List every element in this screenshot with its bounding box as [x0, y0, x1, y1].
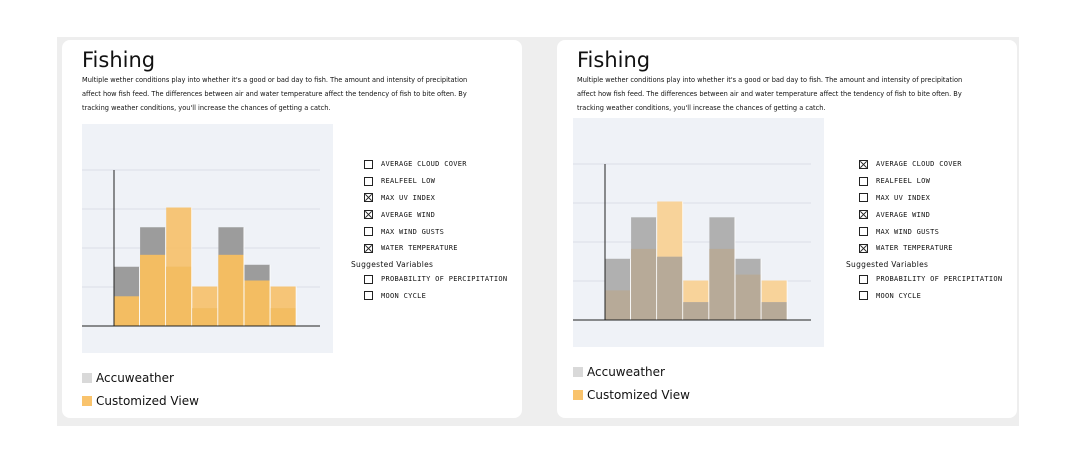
variable-label: WATER TEMPERATURE — [876, 244, 953, 253]
suggested-option[interactable]: PROBABILITY OF PERCIPITATION — [859, 271, 1002, 288]
checkbox[interactable] — [859, 176, 868, 186]
legend-swatch — [82, 372, 92, 383]
legend-label: Accuweather — [587, 364, 665, 379]
variable-label: WATER TEMPERATURE — [381, 244, 458, 253]
checkbox[interactable] — [859, 227, 868, 237]
overlap-bar — [761, 302, 788, 320]
checkbox[interactable] — [364, 176, 373, 186]
legend-item: Accuweather — [573, 360, 690, 383]
legend-label: Accuweather — [96, 370, 174, 385]
variable-option[interactable]: MAX WIND GUSTS — [364, 223, 507, 240]
overlap-bar — [683, 302, 709, 320]
checkbox[interactable] — [364, 193, 373, 203]
variable-label: MOON CYCLE — [876, 291, 922, 300]
variable-label: PROBABILITY OF PERCIPITATION — [381, 275, 508, 284]
variable-label: REALFEEL LOW — [876, 177, 931, 186]
legend: Accuweather Customized View — [82, 366, 199, 412]
variable-list: AVERAGE CLOUD COVER REALFEEL LOW MAX UV … — [351, 156, 507, 305]
overlap-bar — [218, 254, 244, 326]
checkbox[interactable] — [859, 243, 868, 253]
overlap-bar — [244, 280, 270, 326]
overlap-bar — [735, 274, 761, 320]
variable-label: MAX UV INDEX — [381, 193, 436, 202]
bar-chart — [573, 163, 811, 321]
variable-option[interactable]: REALFEEL LOW — [859, 173, 1002, 190]
variable-option[interactable]: MAX UV INDEX — [364, 190, 507, 207]
bar-chart — [82, 169, 320, 327]
variable-option[interactable]: WATER TEMPERATURE — [859, 240, 1002, 257]
checkbox[interactable] — [364, 274, 373, 284]
legend-item: Accuweather — [82, 366, 199, 389]
legend-swatch — [573, 366, 583, 377]
variable-label: AVERAGE WIND — [876, 210, 931, 219]
fishing-card-right: Fishing Multiple wether conditions play … — [557, 40, 1017, 418]
chart-area — [82, 124, 333, 353]
variable-label: MAX UV INDEX — [876, 193, 931, 202]
variable-option[interactable]: MAX UV INDEX — [859, 190, 1002, 207]
variable-option[interactable]: WATER TEMPERATURE — [364, 240, 507, 257]
variable-option[interactable]: AVERAGE WIND — [859, 206, 1002, 223]
variable-list: AVERAGE CLOUD COVER REALFEEL LOW MAX UV … — [846, 156, 1002, 305]
suggested-option[interactable]: MOON CYCLE — [364, 288, 507, 305]
checkbox[interactable] — [859, 193, 868, 203]
overlap-bar — [114, 296, 140, 326]
card-description: Multiple wether conditions play into whe… — [577, 76, 963, 112]
overlap-bar — [140, 254, 166, 326]
checkbox[interactable] — [859, 291, 868, 301]
variable-option[interactable]: AVERAGE CLOUD COVER — [859, 156, 1002, 173]
card-description: Multiple wether conditions play into whe… — [82, 76, 468, 112]
card-title: Fishing — [577, 48, 651, 72]
variable-label: MAX WIND GUSTS — [381, 227, 445, 236]
variable-option[interactable]: REALFEEL LOW — [364, 173, 507, 190]
checkbox[interactable] — [859, 274, 868, 284]
overlap-bar — [270, 308, 297, 326]
overlap-bar — [709, 248, 735, 320]
legend-label: Customized View — [96, 393, 199, 408]
suggested-option[interactable]: PROBABILITY OF PERCIPITATION — [364, 271, 507, 288]
legend-item: Customized View — [573, 383, 690, 406]
checkbox[interactable] — [364, 159, 373, 169]
card-title: Fishing — [82, 48, 156, 72]
overlap-bar — [605, 290, 631, 320]
chart-area — [573, 118, 824, 347]
variable-label: MOON CYCLE — [381, 291, 427, 300]
overlap-bar — [192, 308, 218, 326]
legend-swatch — [573, 389, 583, 400]
variable-label: AVERAGE WIND — [381, 210, 436, 219]
variable-label: AVERAGE CLOUD COVER — [381, 160, 467, 169]
overlap-bar — [657, 256, 683, 320]
variable-option[interactable]: MAX WIND GUSTS — [859, 223, 1002, 240]
variable-label: REALFEEL LOW — [381, 177, 436, 186]
suggested-variables-heading: Suggested Variables — [846, 260, 929, 270]
overlap-bar — [166, 266, 192, 326]
fishing-card-left: Fishing Multiple wether conditions play … — [62, 40, 522, 418]
legend-item: Customized View — [82, 389, 199, 412]
checkbox[interactable] — [364, 243, 373, 253]
checkbox[interactable] — [859, 210, 868, 220]
overlap-bar — [631, 248, 657, 320]
legend-swatch — [82, 395, 92, 406]
variable-option[interactable]: AVERAGE WIND — [364, 206, 507, 223]
checkbox[interactable] — [364, 227, 373, 237]
variable-label: AVERAGE CLOUD COVER — [876, 160, 962, 169]
checkbox[interactable] — [364, 210, 373, 220]
variable-label: PROBABILITY OF PERCIPITATION — [876, 275, 1003, 284]
variable-option[interactable]: AVERAGE CLOUD COVER — [364, 156, 507, 173]
legend: Accuweather Customized View — [573, 360, 690, 406]
checkbox[interactable] — [364, 291, 373, 301]
suggested-option[interactable]: MOON CYCLE — [859, 288, 1002, 305]
variable-label: MAX WIND GUSTS — [876, 227, 940, 236]
checkbox[interactable] — [859, 159, 868, 169]
legend-label: Customized View — [587, 387, 690, 402]
suggested-variables-heading: Suggested Variables — [351, 260, 434, 270]
